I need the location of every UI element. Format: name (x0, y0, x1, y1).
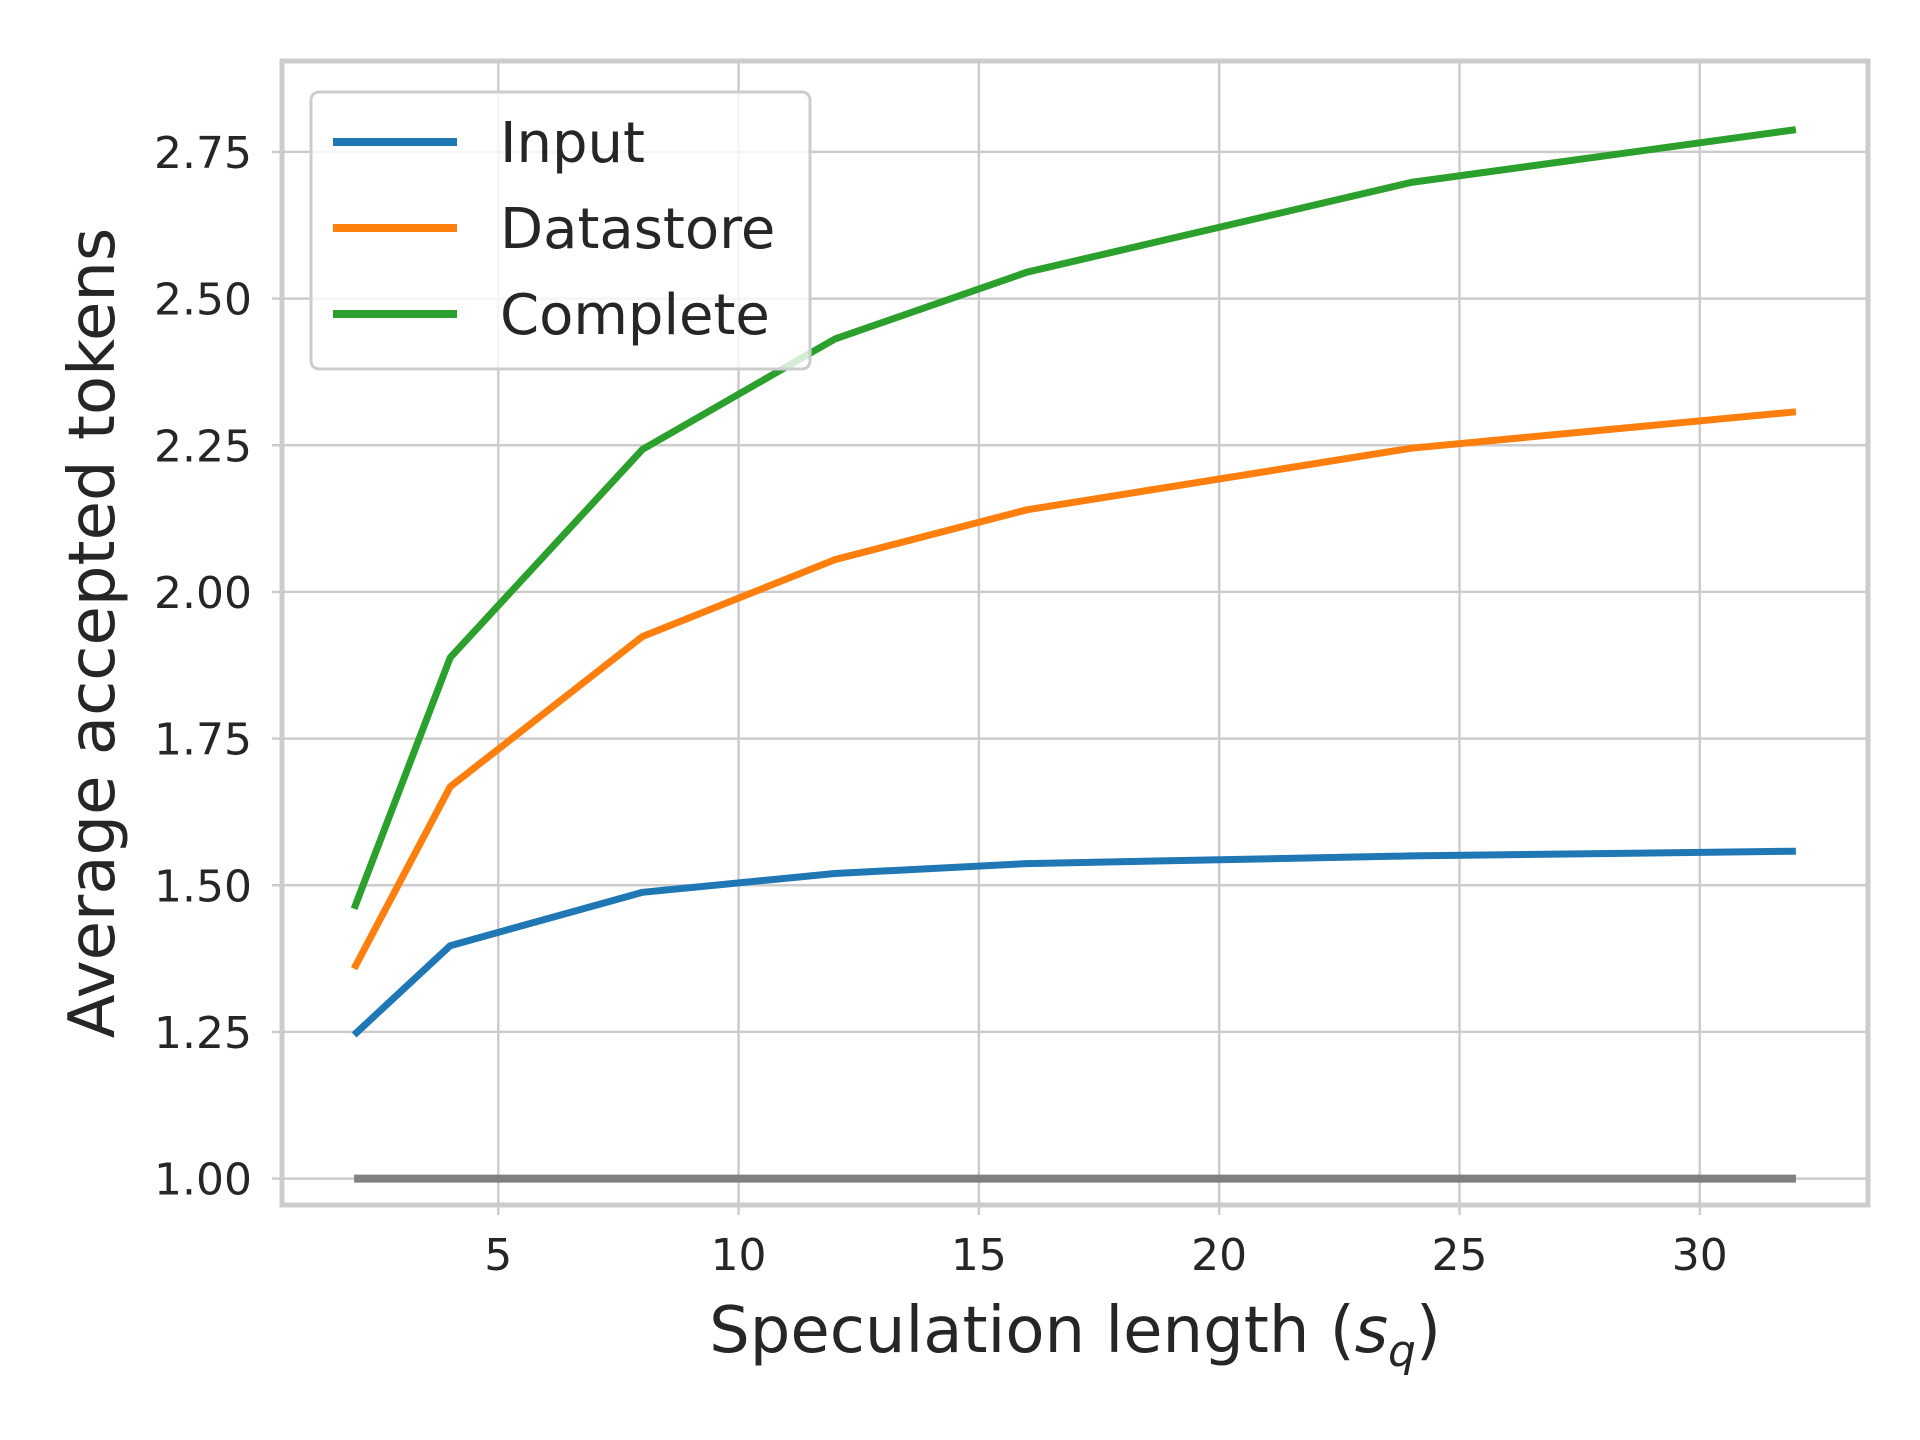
grid (282, 61, 1868, 1205)
x-axis-label-close: ) (1416, 1294, 1441, 1368)
legend-label-input: Input (500, 111, 645, 176)
x-axis-label-subscript: q (1388, 1326, 1416, 1377)
series-line-complete (350, 126, 1797, 910)
x-tick-label: 10 (711, 1230, 767, 1281)
x-axis-label: Speculation length (sq) (709, 1294, 1441, 1377)
legend-label-datastore: Datastore (500, 197, 775, 262)
y-tick-label: 1.25 (154, 1008, 252, 1059)
y-tick-label: 2.25 (154, 421, 252, 472)
x-tick-label: 30 (1672, 1230, 1728, 1281)
x-axis-label-text: Speculation length ( (709, 1294, 1355, 1368)
legend-label-complete: Complete (500, 283, 770, 348)
y-tick-label: 2.50 (154, 275, 252, 326)
x-tick-label: 15 (951, 1230, 1007, 1281)
series-line-input (351, 847, 1796, 1038)
x-tick-label: 25 (1431, 1230, 1487, 1281)
legend: Input Datastore Complete (309, 90, 812, 371)
x-tick-label: 20 (1191, 1230, 1247, 1281)
y-tick-label: 1.75 (154, 715, 252, 766)
plot-frame (279, 58, 1871, 1208)
y-tick-label: 1.00 (154, 1155, 252, 1206)
y-tick-label: 1.50 (154, 861, 252, 912)
y-axis-label: Average accepted tokens (56, 228, 130, 1039)
legend-box (309, 90, 812, 371)
x-tick-label: 5 (484, 1230, 512, 1281)
axis-ticks: 5 10 15 20 25 30 1.00 1.25 1.50 1.75 2.00 2.25 2.50 2… (154, 128, 1728, 1281)
plot-series (350, 126, 1797, 1183)
y-tick-label: 2.75 (154, 128, 252, 179)
series-line-datastore (351, 408, 1797, 971)
y-tick-label: 2.00 (154, 568, 252, 619)
x-axis-label-symbol: s (1355, 1294, 1388, 1368)
